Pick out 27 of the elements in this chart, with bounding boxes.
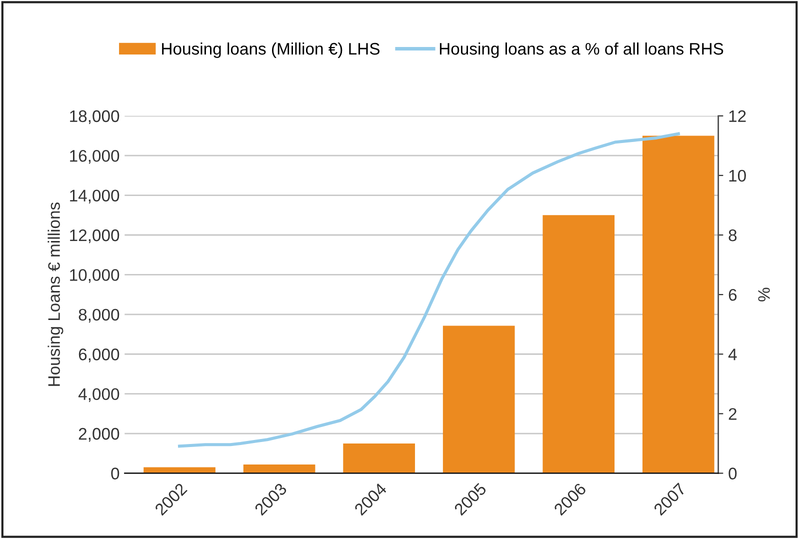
bar — [243, 464, 316, 474]
legend-label: Housing loans (Million €) LHS — [162, 42, 380, 58]
y2-tick-label: 10 — [729, 170, 746, 182]
y-tick-label: 8,000 — [78, 308, 120, 323]
bar — [442, 326, 515, 474]
y-axis-title: Housing Loans € millions — [48, 202, 64, 386]
y-tick-label: 12,000 — [70, 229, 120, 244]
bar — [343, 443, 415, 474]
y-tick-label: 2,000 — [78, 428, 120, 442]
y2-tick-label: 12 — [729, 110, 746, 122]
y-tick-label: 16,000 — [70, 150, 120, 164]
y2-tick-label: 0 — [728, 468, 737, 480]
y2-tick-label: 6 — [728, 288, 737, 301]
y-tick-label: 4,000 — [78, 388, 120, 402]
y2-axis-title: % — [758, 288, 770, 302]
y-tick-label: 6,000 — [78, 348, 120, 362]
bar — [642, 136, 714, 474]
y2-tick-label: 4 — [728, 348, 737, 360]
y-tick-label: 0 — [111, 468, 120, 480]
y-tick-label: 18,000 — [70, 110, 120, 124]
bar — [542, 215, 615, 474]
y-tick-label: 14,000 — [70, 190, 120, 204]
y2-tick-label: 8 — [728, 229, 737, 242]
y-tick-label: 10,000 — [70, 269, 120, 283]
y2-tick-label: 2 — [728, 408, 736, 420]
line-series — [178, 132, 680, 448]
legend-label: Housing loans as a % of all loans RHS — [440, 42, 724, 58]
